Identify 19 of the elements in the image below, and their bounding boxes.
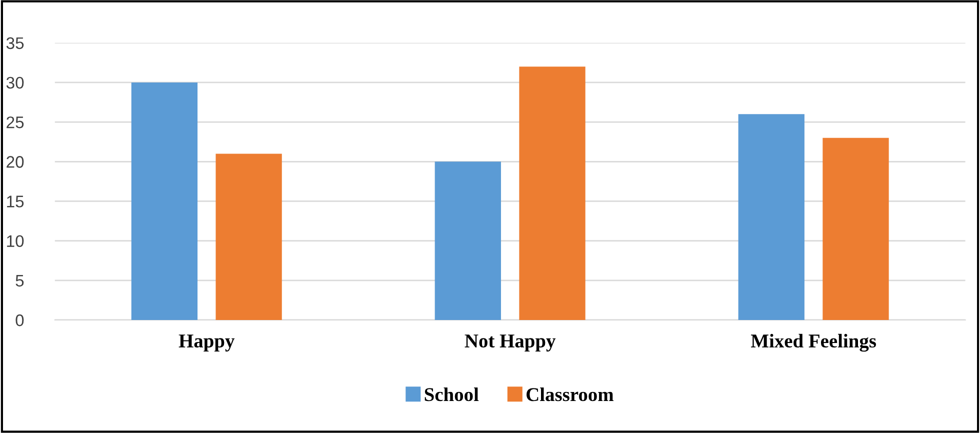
x-tick-label: Mixed Feelings bbox=[750, 334, 876, 352]
y-tick-label: 20 bbox=[6, 156, 24, 168]
bar bbox=[519, 66, 586, 320]
y-tick-label: 30 bbox=[6, 76, 24, 89]
bar bbox=[216, 154, 282, 320]
y-tick-label: 10 bbox=[7, 235, 24, 248]
legend-label: Classroom bbox=[526, 387, 614, 402]
y-tick-label: 0 bbox=[16, 314, 24, 326]
y-tick-label: 25 bbox=[6, 116, 24, 128]
y-tick-label: 35 bbox=[6, 37, 24, 50]
bar bbox=[434, 162, 501, 320]
bar bbox=[822, 138, 889, 320]
legend-label: School bbox=[424, 387, 479, 402]
y-tick-label: 5 bbox=[16, 274, 24, 287]
x-tick-label: Not Happy bbox=[464, 334, 556, 352]
bar bbox=[738, 114, 804, 320]
bar bbox=[131, 82, 198, 320]
x-tick-label: Happy bbox=[178, 334, 235, 352]
y-tick-label: 15 bbox=[7, 196, 24, 208]
